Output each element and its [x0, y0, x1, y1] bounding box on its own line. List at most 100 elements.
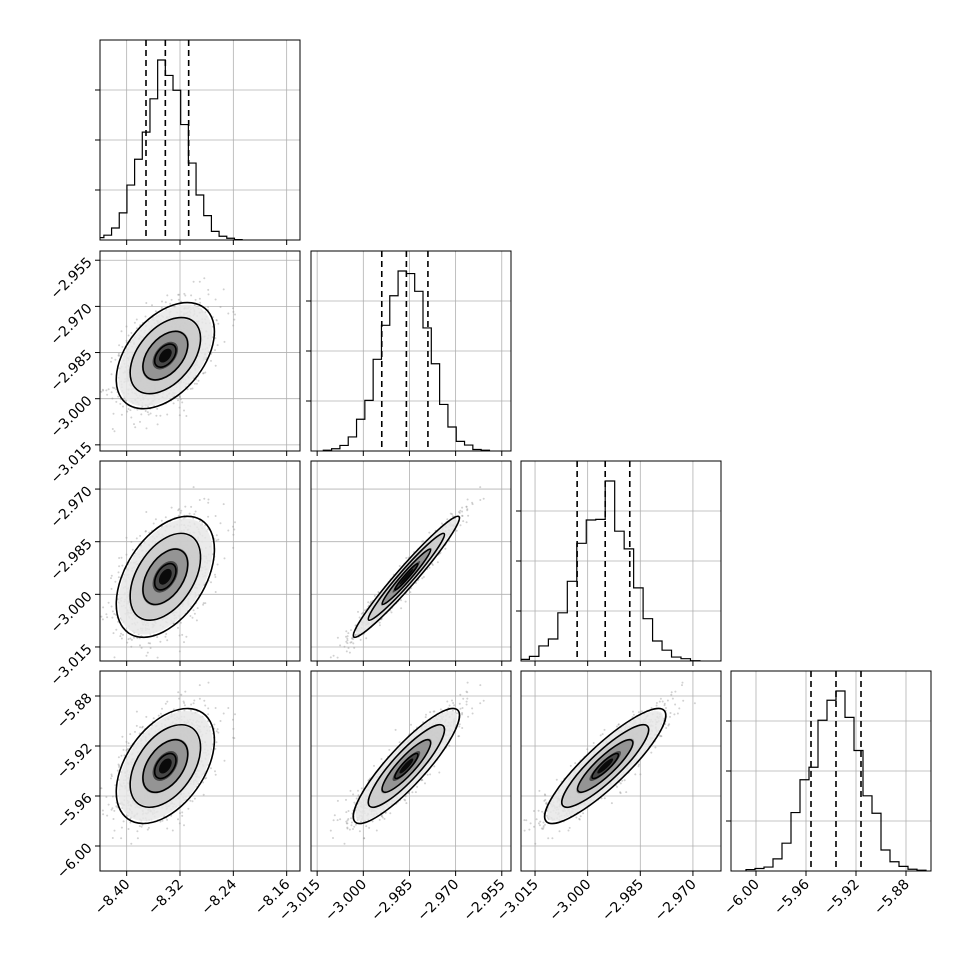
scatter-point: [198, 297, 201, 300]
scatter-point: [110, 373, 113, 376]
scatter-point: [461, 514, 464, 517]
scatter-point: [156, 423, 159, 426]
scatter-point: [179, 396, 181, 399]
scatter-point: [139, 534, 142, 537]
scatter-point: [125, 339, 128, 342]
scatter-point: [214, 591, 217, 593]
scatter-point: [178, 395, 181, 398]
scatter-point: [160, 306, 163, 309]
contour-line: [142, 548, 189, 606]
scatter-point: [451, 513, 453, 516]
scatter-point: [159, 640, 162, 643]
scatter-point: [181, 633, 184, 636]
scatter-point: [166, 294, 169, 297]
scatter-point: [202, 603, 205, 606]
scatter-point: [145, 427, 148, 430]
scatter-point: [458, 511, 460, 513]
scatter-point: [202, 602, 205, 605]
scatter-point: [193, 382, 196, 385]
scatter-point: [145, 302, 148, 304]
scatter-point: [130, 645, 133, 648]
scatter-point: [189, 387, 192, 390]
scatter-point: [151, 304, 153, 307]
scatter-point: [215, 539, 218, 542]
panel-content: [311, 461, 511, 661]
scatter-point: [455, 529, 458, 532]
scatter-point: [192, 609, 195, 612]
scatter-point: [107, 388, 110, 391]
scatter-point: [370, 600, 373, 603]
scatter-point: [471, 503, 474, 506]
scatter-point: [156, 636, 159, 639]
scatter-point: [214, 349, 216, 352]
scatter-point: [211, 336, 214, 339]
scatter-point: [118, 354, 121, 357]
scatter-point: [164, 516, 167, 519]
scatter-point: [461, 506, 464, 509]
scatter-point: [146, 651, 149, 654]
scatter-point: [139, 644, 141, 647]
y-tick-label: −3.015: [48, 439, 96, 487]
scatter-point: [118, 344, 121, 347]
scatter-point: [178, 650, 181, 653]
scatter-point: [210, 581, 212, 584]
y-tick-label: −3.015: [48, 641, 96, 689]
scatter-point: [348, 651, 351, 654]
scatter-point: [227, 312, 230, 315]
scatter-point: [436, 561, 439, 564]
scatter-point: [214, 364, 217, 367]
scatter-point: [102, 606, 105, 609]
scatter-point: [223, 557, 226, 560]
scatter-point: [195, 619, 198, 622]
scatter-point: [111, 397, 114, 400]
scatter-point: [192, 517, 195, 520]
scatter-point: [177, 509, 180, 512]
scatter-point: [378, 621, 381, 624]
scatter-point: [444, 547, 447, 550]
scatter-point: [110, 587, 113, 590]
contour-line: [129, 316, 202, 395]
scatter-point: [358, 616, 361, 619]
scatter-point: [357, 610, 359, 613]
scatter-point: [207, 498, 210, 501]
panel-content: [100, 461, 300, 665]
scatter-point: [203, 497, 206, 500]
scatter-point: [145, 654, 148, 657]
scatter-point: [347, 647, 350, 649]
scatter-point: [194, 510, 197, 513]
scatter-point: [192, 280, 195, 283]
scatter-point: [192, 486, 195, 489]
scatter-point: [110, 360, 112, 363]
scatter-point: [194, 298, 197, 301]
scatter-point: [467, 514, 470, 517]
scatter-point: [352, 638, 354, 641]
scatter-point: [166, 639, 169, 642]
scatter-point: [140, 646, 143, 649]
scatter-point: [404, 600, 407, 603]
scatter-point: [178, 634, 181, 637]
scatter-point: [125, 325, 128, 328]
scatter-point: [125, 553, 128, 556]
scatter-point: [214, 515, 217, 517]
scatter-point: [233, 528, 236, 531]
scatter-point: [177, 626, 179, 629]
panel-content: [311, 251, 511, 451]
scatter-point: [149, 412, 152, 415]
scatter-point: [222, 288, 225, 291]
scatter-point: [149, 647, 152, 649]
scatter-point: [170, 506, 173, 509]
scatter-point: [232, 307, 234, 310]
scatter-point: [117, 571, 120, 574]
scatter-point: [147, 413, 150, 416]
panel-frame: [99, 460, 301, 662]
scatter-point: [217, 538, 220, 541]
scatter-point: [114, 358, 117, 361]
histogram-1: [306, 250, 512, 456]
scatter-point: [113, 656, 116, 659]
scatter-point: [144, 410, 147, 412]
scatter-point: [120, 632, 123, 635]
scatter-point: [113, 387, 116, 390]
scatter-point: [130, 332, 133, 334]
scatter-point: [120, 637, 123, 640]
scatter-point: [112, 663, 114, 665]
